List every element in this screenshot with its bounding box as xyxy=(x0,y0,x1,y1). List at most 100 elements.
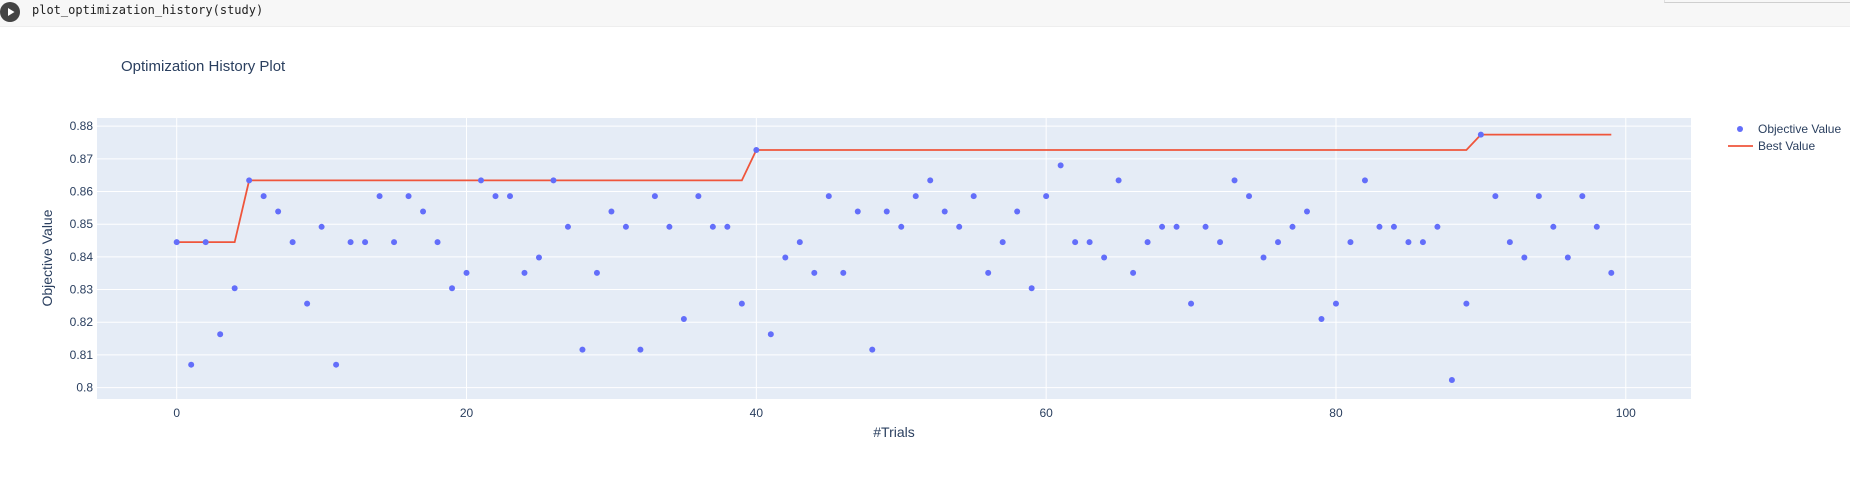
objective-value-point[interactable] xyxy=(1246,193,1253,200)
objective-value-point[interactable] xyxy=(941,208,948,215)
objective-value-point[interactable] xyxy=(637,346,644,353)
objective-value-point[interactable] xyxy=(1028,285,1035,292)
objective-value-point[interactable] xyxy=(1535,193,1542,200)
objective-value-point[interactable] xyxy=(1405,239,1412,246)
objective-value-point[interactable] xyxy=(840,269,847,276)
objective-value-point[interactable] xyxy=(275,208,282,215)
objective-value-point[interactable] xyxy=(521,269,528,276)
objective-value-point[interactable] xyxy=(1390,223,1397,230)
objective-value-point[interactable] xyxy=(869,346,876,353)
objective-value-point[interactable] xyxy=(1260,254,1267,261)
objective-value-point[interactable] xyxy=(1550,223,1557,230)
objective-value-point[interactable] xyxy=(362,239,369,246)
objective-value-point[interactable] xyxy=(1376,223,1383,230)
objective-value-point[interactable] xyxy=(434,239,441,246)
objective-value-point[interactable] xyxy=(1043,193,1050,200)
objective-value-point[interactable] xyxy=(1289,223,1296,230)
objective-value-point[interactable] xyxy=(927,177,934,184)
objective-value-point[interactable] xyxy=(231,285,238,292)
objective-value-point[interactable] xyxy=(999,239,1006,246)
objective-value-point[interactable] xyxy=(391,239,398,246)
objective-value-point[interactable] xyxy=(376,193,383,200)
objective-value-point[interactable] xyxy=(246,177,253,184)
objective-value-point[interactable] xyxy=(202,239,209,246)
objective-value-point[interactable] xyxy=(1419,239,1426,246)
objective-value-point[interactable] xyxy=(956,223,963,230)
objective-value-point[interactable] xyxy=(1275,239,1282,246)
objective-value-point[interactable] xyxy=(1608,269,1615,276)
legend-label-objective[interactable]: Objective Value xyxy=(1758,122,1841,136)
objective-value-point[interactable] xyxy=(289,239,296,246)
objective-value-point[interactable] xyxy=(333,361,340,368)
objective-value-point[interactable] xyxy=(535,254,542,261)
objective-value-point[interactable] xyxy=(449,285,456,292)
objective-value-point[interactable] xyxy=(1593,223,1600,230)
objective-value-point[interactable] xyxy=(1217,239,1224,246)
objective-value-point[interactable] xyxy=(1579,193,1586,200)
objective-value-point[interactable] xyxy=(912,193,919,200)
objective-value-point[interactable] xyxy=(985,269,992,276)
objective-value-point[interactable] xyxy=(1202,223,1209,230)
objective-value-point[interactable] xyxy=(1159,223,1166,230)
objective-value-point[interactable] xyxy=(753,147,760,154)
objective-value-point[interactable] xyxy=(1086,239,1093,246)
objective-value-point[interactable] xyxy=(666,223,673,230)
objective-value-point[interactable] xyxy=(1101,254,1108,261)
objective-value-point[interactable] xyxy=(1448,377,1455,384)
objective-value-point[interactable] xyxy=(1303,208,1310,215)
objective-value-point[interactable] xyxy=(608,208,615,215)
objective-value-point[interactable] xyxy=(651,193,658,200)
objective-value-point[interactable] xyxy=(478,177,485,184)
run-cell-button[interactable] xyxy=(0,2,20,22)
objective-value-point[interactable] xyxy=(811,269,818,276)
objective-value-point[interactable] xyxy=(217,331,224,338)
objective-value-point[interactable] xyxy=(1115,177,1122,184)
objective-value-point[interactable] xyxy=(1057,162,1064,169)
objective-value-point[interactable] xyxy=(1347,239,1354,246)
objective-value-point[interactable] xyxy=(1173,223,1180,230)
objective-value-point[interactable] xyxy=(622,223,629,230)
legend-label-best[interactable]: Best Value xyxy=(1758,139,1815,153)
objective-value-point[interactable] xyxy=(738,300,745,307)
objective-value-point[interactable] xyxy=(1463,300,1470,307)
objective-value-point[interactable] xyxy=(1231,177,1238,184)
objective-value-point[interactable] xyxy=(782,254,789,261)
objective-value-point[interactable] xyxy=(695,193,702,200)
plot-area[interactable] xyxy=(97,118,1691,399)
objective-value-point[interactable] xyxy=(1434,223,1441,230)
objective-value-point[interactable] xyxy=(1014,208,1021,215)
code-input[interactable]: plot_optimization_history(study) xyxy=(32,3,264,17)
objective-value-point[interactable] xyxy=(767,331,774,338)
objective-value-point[interactable] xyxy=(492,193,499,200)
objective-value-point[interactable] xyxy=(1564,254,1571,261)
objective-value-point[interactable] xyxy=(1318,315,1325,322)
objective-value-point[interactable] xyxy=(970,193,977,200)
objective-value-point[interactable] xyxy=(463,269,470,276)
objective-value-point[interactable] xyxy=(1477,131,1484,138)
objective-value-point[interactable] xyxy=(173,239,180,246)
objective-value-point[interactable] xyxy=(1332,300,1339,307)
objective-value-point[interactable] xyxy=(898,223,905,230)
objective-value-point[interactable] xyxy=(796,239,803,246)
objective-value-point[interactable] xyxy=(1506,239,1513,246)
objective-value-point[interactable] xyxy=(304,300,311,307)
objective-value-point[interactable] xyxy=(405,193,412,200)
objective-value-point[interactable] xyxy=(260,193,267,200)
objective-value-point[interactable] xyxy=(1188,300,1195,307)
objective-value-point[interactable] xyxy=(1361,177,1368,184)
objective-value-point[interactable] xyxy=(724,223,731,230)
objective-value-point[interactable] xyxy=(883,208,890,215)
objective-value-point[interactable] xyxy=(420,208,427,215)
objective-value-point[interactable] xyxy=(318,223,325,230)
objective-value-point[interactable] xyxy=(550,177,557,184)
objective-value-point[interactable] xyxy=(188,361,195,368)
objective-value-point[interactable] xyxy=(1130,269,1137,276)
objective-value-point[interactable] xyxy=(1521,254,1528,261)
objective-value-point[interactable] xyxy=(564,223,571,230)
objective-value-point[interactable] xyxy=(825,193,832,200)
objective-value-point[interactable] xyxy=(593,269,600,276)
objective-value-point[interactable] xyxy=(1144,239,1151,246)
objective-value-point[interactable] xyxy=(1072,239,1079,246)
objective-value-point[interactable] xyxy=(709,223,716,230)
objective-value-point[interactable] xyxy=(680,315,687,322)
